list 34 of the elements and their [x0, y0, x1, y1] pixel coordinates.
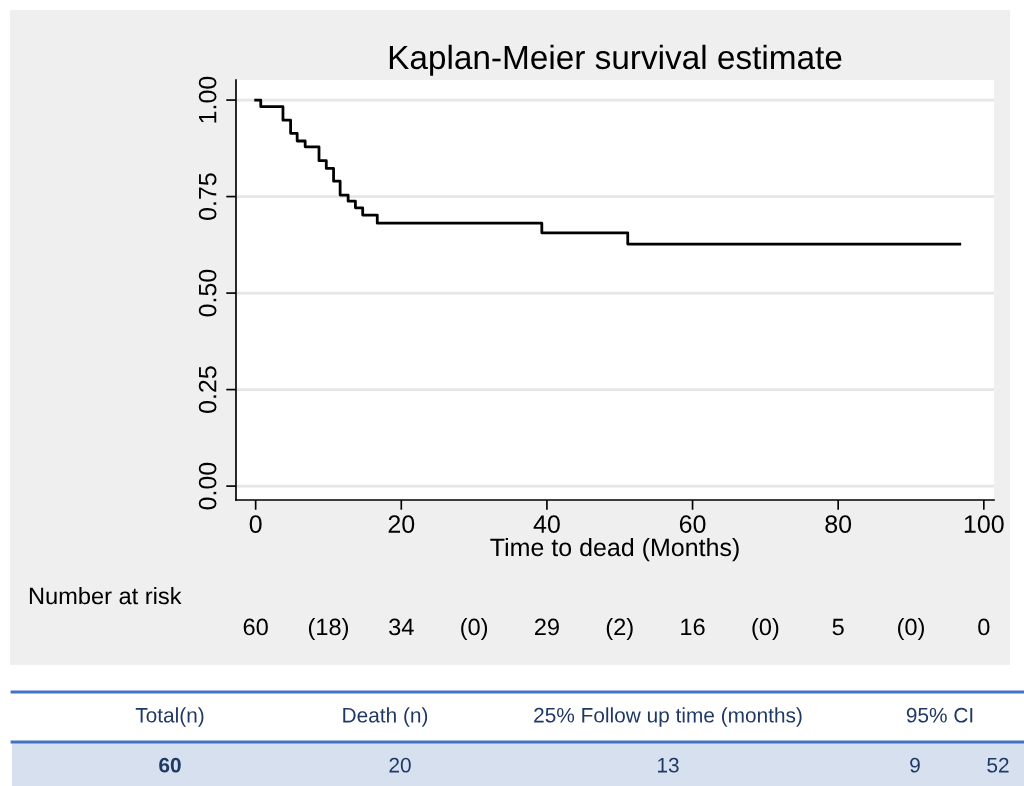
x-axis-title: Time to dead (Months) [490, 537, 739, 562]
text: 20 [389, 757, 411, 773]
text: (0) [461, 617, 488, 640]
text: Death (n) [343, 707, 428, 727]
text: 60 [243, 618, 268, 636]
text: 95% CI [906, 707, 973, 723]
x-tick-label: 60 [679, 515, 706, 533]
text: 60 [159, 757, 181, 773]
chart-title: Kaplan-Meier survival estimate [389, 44, 842, 76]
y-tick-label: 1.00 [198, 76, 217, 123]
text: Total(n) [135, 707, 204, 727]
x-tick-label: 20 [388, 515, 415, 533]
text: 52 [987, 757, 1009, 773]
text: 9 [910, 757, 920, 773]
text: 25% Follow up time (months) [534, 707, 802, 727]
x-tick-label: 80 [825, 515, 852, 533]
y-tick-label: 0.25 [198, 366, 217, 413]
x-tick-label: 40 [533, 515, 560, 533]
text: 0 [978, 618, 990, 636]
text: (0) [752, 617, 779, 640]
text: (0) [898, 617, 924, 640]
text: (2) [606, 617, 633, 640]
x-tick-label: 100 [964, 515, 1004, 533]
text: (18) [308, 617, 349, 640]
y-tick-label: 0.50 [198, 269, 217, 317]
y-tick-label: 0.00 [198, 462, 217, 510]
text: 29 [534, 618, 559, 636]
text: 13 [658, 757, 679, 773]
text: 16 [681, 618, 705, 636]
text: 5 [832, 618, 844, 636]
text: Number at risk [29, 586, 182, 605]
x-tick-label: 0 [249, 515, 262, 533]
text: 34 [389, 618, 414, 636]
y-tick-label: 0.75 [198, 173, 217, 220]
